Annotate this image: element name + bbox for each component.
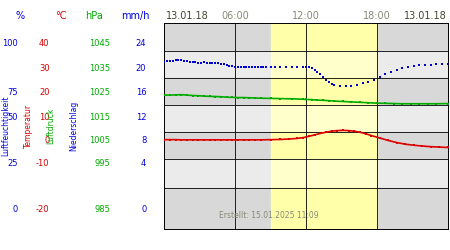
Text: 24: 24 [136, 38, 146, 48]
Bar [164, 22, 448, 52]
Text: 1025: 1025 [89, 88, 110, 97]
Bar [270, 22, 377, 52]
Text: 18:00: 18:00 [363, 11, 391, 21]
Text: Erstellt: 15.01.2025 11:09: Erstellt: 15.01.2025 11:09 [219, 212, 319, 220]
Bar [270, 132, 377, 159]
Bar [164, 105, 448, 132]
Bar [164, 78, 448, 105]
Text: 1005: 1005 [89, 136, 110, 144]
Text: °C: °C [55, 11, 67, 21]
Text: Niederschlag: Niederschlag [69, 100, 78, 151]
Text: 8: 8 [141, 136, 146, 144]
Bar [270, 188, 377, 229]
Text: 13.01.18: 13.01.18 [166, 11, 208, 21]
Text: 75: 75 [7, 88, 18, 97]
Text: Temperatur: Temperatur [24, 104, 33, 148]
Text: 50: 50 [8, 113, 18, 122]
Bar [270, 78, 377, 105]
Text: Luftdruck: Luftdruck [46, 108, 55, 144]
Text: 13.01.18: 13.01.18 [404, 11, 446, 21]
Text: 4: 4 [141, 159, 146, 168]
Text: 16: 16 [135, 88, 146, 97]
Text: 0: 0 [141, 205, 146, 214]
Text: mm/h: mm/h [121, 11, 149, 21]
Text: 40: 40 [39, 38, 50, 48]
Text: %: % [16, 11, 25, 21]
Bar [270, 52, 377, 78]
Text: 995: 995 [94, 159, 110, 168]
Text: Luftfeuchtigkeit: Luftfeuchtigkeit [1, 95, 10, 156]
Text: 1045: 1045 [89, 38, 110, 48]
Bar [270, 105, 377, 132]
Text: 0: 0 [13, 205, 18, 214]
Bar [164, 159, 448, 188]
Text: 25: 25 [8, 159, 18, 168]
Text: 06:00: 06:00 [221, 11, 249, 21]
Text: 20: 20 [39, 88, 50, 97]
Text: hPa: hPa [86, 11, 104, 21]
Bar [164, 132, 448, 159]
Text: 20: 20 [136, 64, 146, 74]
Text: -10: -10 [36, 159, 50, 168]
Text: 1015: 1015 [89, 113, 110, 122]
Text: 30: 30 [39, 64, 50, 74]
Text: 0: 0 [44, 136, 50, 144]
Bar [270, 159, 377, 188]
Text: 1035: 1035 [89, 64, 110, 74]
Text: 100: 100 [2, 38, 18, 48]
Bar [164, 188, 448, 229]
Text: 12: 12 [136, 113, 146, 122]
Text: -20: -20 [36, 205, 50, 214]
Bar [164, 52, 448, 78]
Text: 12:00: 12:00 [292, 11, 320, 21]
Text: 985: 985 [94, 205, 110, 214]
Text: 10: 10 [39, 113, 50, 122]
